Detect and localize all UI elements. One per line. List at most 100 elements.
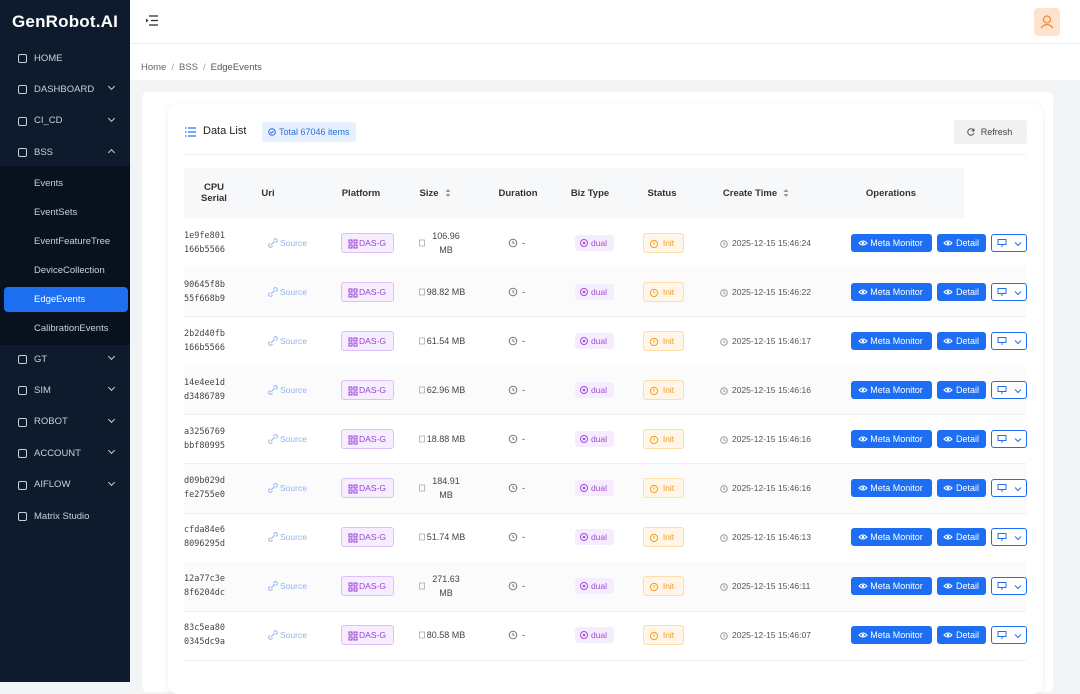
breadcrumb-item[interactable]: Home	[141, 62, 167, 73]
uri-link[interactable]: Source	[280, 630, 307, 641]
status-icon	[649, 239, 659, 248]
chevron-icon	[1014, 339, 1022, 344]
menu-item[interactable]: CI_CD	[0, 107, 130, 135]
platform-tag: DAS-G	[341, 527, 394, 548]
biz-type-label: dual	[590, 286, 608, 297]
status-tag: Init	[643, 576, 684, 597]
menu-item[interactable]: HOME	[0, 44, 130, 72]
more-dropdown[interactable]	[991, 233, 1027, 252]
menu-item[interactable]: AIFLOW	[0, 471, 130, 499]
more-dropdown[interactable]	[991, 626, 1027, 645]
target-icon	[580, 385, 588, 394]
create-time: 2025-12-15 15:46:22	[732, 286, 811, 297]
menu-item[interactable]: Matrix Studio	[0, 502, 130, 530]
time-icon	[720, 386, 728, 395]
time-icon	[720, 337, 728, 346]
link-icon	[268, 335, 278, 346]
meta-monitor-label: Meta Monitor	[870, 237, 923, 248]
logo[interactable]: GenRobot.AI	[12, 12, 119, 31]
submenu-item[interactable]: Events	[34, 178, 64, 190]
uri-link[interactable]: Source	[280, 581, 307, 592]
uri-link[interactable]: Source	[280, 384, 307, 395]
target-icon	[580, 434, 588, 443]
biz-type-tag: dual	[575, 332, 614, 349]
biz-type-label: dual	[590, 384, 608, 395]
detail-button[interactable]: Detail	[937, 380, 986, 399]
size: 80.58 MB	[426, 630, 466, 641]
uri-link[interactable]: Source	[280, 237, 307, 248]
meta-monitor-button[interactable]: Meta Monitor	[851, 282, 932, 301]
menu-item[interactable]: DASHBOARD	[0, 75, 130, 103]
avatar[interactable]	[1034, 8, 1060, 36]
menu-icon	[18, 355, 27, 364]
meta-monitor-button[interactable]: Meta Monitor	[851, 528, 932, 547]
eye-icon	[943, 632, 953, 638]
biz-type-tag: dual	[575, 529, 614, 546]
detail-button[interactable]: Detail	[937, 282, 986, 301]
refresh-button[interactable]: Refresh	[954, 120, 1027, 144]
eye-icon	[943, 534, 953, 540]
biz-type-tag: dual	[575, 578, 614, 595]
uri-link[interactable]: Source	[280, 532, 307, 543]
uri-link[interactable]: Source	[280, 483, 307, 493]
more-dropdown[interactable]	[991, 429, 1027, 448]
more-dropdown[interactable]	[991, 479, 1027, 497]
more-dropdown[interactable]	[991, 380, 1027, 399]
sort-icon[interactable]	[781, 188, 791, 198]
grid-icon	[348, 582, 358, 592]
menu-item[interactable]: SIM	[0, 376, 130, 404]
column-header[interactable]: Size	[406, 168, 466, 218]
menu-icon	[18, 386, 27, 396]
menu-toggle[interactable]	[146, 15, 159, 26]
status-icon	[649, 288, 659, 297]
more-dropdown[interactable]	[991, 577, 1027, 596]
more-dropdown[interactable]	[991, 331, 1027, 350]
detail-button[interactable]: Detail	[937, 626, 986, 645]
monitor-icon	[997, 484, 1007, 492]
detail-button[interactable]: Detail	[937, 577, 986, 596]
clock-icon	[508, 532, 518, 542]
meta-monitor-button[interactable]: Meta Monitor	[851, 577, 932, 596]
detail-button[interactable]: Detail	[937, 528, 986, 547]
meta-monitor-button[interactable]: Meta Monitor	[851, 380, 932, 399]
menu-item[interactable]: ROBOT	[0, 408, 130, 436]
status-tag: Init	[643, 232, 684, 253]
menu-item[interactable]: BSS	[0, 138, 130, 166]
column-header[interactable]: Create Time	[698, 168, 816, 218]
eye-icon	[858, 534, 868, 540]
more-dropdown[interactable]	[991, 282, 1027, 301]
clock-icon	[508, 336, 518, 345]
meta-monitor-button[interactable]: Meta Monitor	[851, 429, 932, 448]
uri-link[interactable]: Source	[280, 433, 307, 444]
menu-icon	[18, 116, 27, 126]
menu-item[interactable]: GT	[0, 345, 130, 373]
eye-icon	[858, 583, 868, 589]
submenu-item[interactable]: DeviceCollection	[34, 264, 105, 276]
detail-button[interactable]: Detail	[937, 331, 986, 350]
breadcrumb-item[interactable]: BSS	[178, 62, 198, 73]
submenu-item[interactable]: EventFeatureTree	[34, 235, 111, 247]
submenu-item[interactable]: EventSets	[34, 207, 78, 218]
eye-icon	[943, 289, 953, 295]
detail-button[interactable]: Detail	[937, 429, 986, 448]
menu-label: DASHBOARD	[34, 83, 95, 95]
status-tag: Init	[643, 379, 684, 400]
meta-monitor-button[interactable]: Meta Monitor	[851, 479, 932, 497]
time-icon	[720, 436, 728, 444]
menu-item[interactable]: ACCOUNT	[0, 439, 130, 467]
uri-link[interactable]: Source	[280, 286, 307, 297]
target-icon	[580, 287, 588, 296]
submenu-item[interactable]: CalibrationEvents	[34, 322, 109, 334]
menu-chevron	[107, 114, 116, 122]
detail-button[interactable]: Detail	[937, 233, 986, 252]
meta-monitor-button[interactable]: Meta Monitor	[851, 331, 932, 350]
detail-button[interactable]: Detail	[937, 479, 986, 497]
duration: -	[522, 335, 525, 346]
column-label: Create Time	[722, 187, 778, 199]
meta-monitor-button[interactable]: Meta Monitor	[851, 626, 932, 645]
more-dropdown[interactable]	[991, 528, 1027, 547]
uri-link[interactable]: Source	[280, 335, 307, 346]
meta-monitor-button[interactable]: Meta Monitor	[851, 233, 932, 252]
sort-icon[interactable]	[443, 188, 453, 198]
submenu-item[interactable]: EdgeEvents	[4, 286, 128, 312]
